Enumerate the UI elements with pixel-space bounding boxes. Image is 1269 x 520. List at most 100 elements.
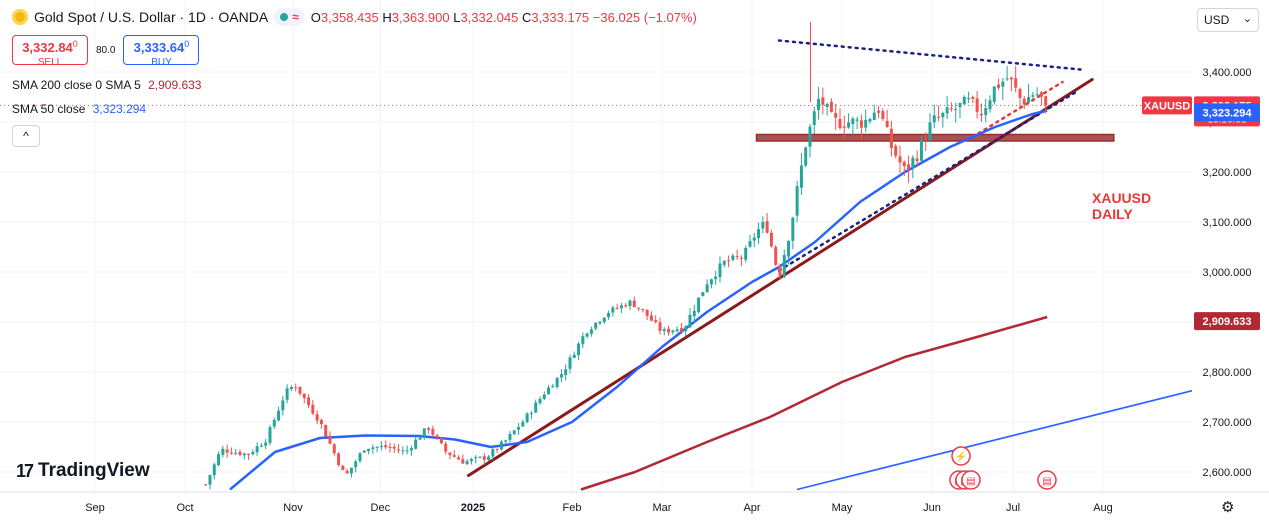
candle-body <box>362 450 366 453</box>
candle-body <box>581 336 585 345</box>
candle-body <box>992 86 996 102</box>
chart-annotation: XAUUSD DAILY <box>1092 190 1151 222</box>
candle-body <box>684 326 688 331</box>
candle-body <box>714 276 718 280</box>
candle-body <box>302 393 306 399</box>
candle-body <box>1044 96 1048 106</box>
candle-body <box>855 119 859 121</box>
candle-body <box>525 413 529 423</box>
candle-body <box>397 449 401 451</box>
collapse-indicators-button[interactable]: ^ <box>12 125 40 147</box>
candle-body <box>1018 88 1022 98</box>
candle-body <box>872 112 876 121</box>
candle-body <box>817 99 821 111</box>
y-tick-label: 2,700.000 <box>1203 417 1252 429</box>
gold-symbol-icon <box>12 9 28 25</box>
candle-body <box>281 400 285 411</box>
candle-body <box>774 247 778 265</box>
candle-body <box>902 161 906 167</box>
lightning-event-icon-glyph: ⚡ <box>955 450 967 463</box>
candle-body <box>251 452 255 455</box>
candle-body <box>731 255 735 260</box>
candle-body <box>285 388 289 400</box>
candle-body <box>607 312 611 318</box>
candle-body <box>834 112 838 118</box>
candle-body <box>739 257 743 259</box>
tradingview-logo[interactable]: 17 TradingView <box>16 460 150 482</box>
candle-body <box>671 330 675 333</box>
candle-body <box>427 428 431 430</box>
candle-body <box>409 448 413 451</box>
candle-body <box>654 320 658 323</box>
indicator-sma-50[interactable]: SMA 50 close 3,323.294 <box>12 102 146 116</box>
buy-price: 3,333.64 <box>133 40 185 55</box>
y-tick-label: 2,800.000 <box>1203 367 1252 379</box>
sma-200-price-badge <box>1194 312 1260 331</box>
support-zone <box>755 133 1115 142</box>
candle-body <box>448 452 452 456</box>
candle-body <box>602 317 606 322</box>
candle-body <box>637 307 641 309</box>
indicator-sma-200-value: 2,909.633 <box>148 78 202 92</box>
candle-body <box>341 465 345 471</box>
candle-body <box>401 450 405 452</box>
chevron-up-icon: ^ <box>23 129 29 143</box>
candle-body <box>1031 95 1035 97</box>
sell-button[interactable]: 3,332.840 SELL <box>12 35 88 68</box>
candle-body <box>941 112 945 118</box>
candle-body <box>778 265 782 276</box>
candle-body <box>568 357 572 369</box>
buy-label: BUY <box>151 57 172 68</box>
candle-body <box>259 445 263 447</box>
sma-50-price-badge-text: 3,323.294 <box>1203 107 1253 119</box>
x-tick-label: Oct <box>176 502 193 514</box>
candle-body <box>521 421 525 427</box>
symbol-title[interactable]: Gold Spot / U.S. Dollar · 1D · OANDA <box>34 9 269 25</box>
candle-body <box>311 404 315 414</box>
chart-header: Gold Spot / U.S. Dollar · 1D · OANDA ≈ O… <box>12 8 697 26</box>
candle-body <box>255 446 259 453</box>
candle-body <box>371 447 375 450</box>
candle-body <box>294 387 298 389</box>
candle-body <box>461 459 465 464</box>
candle-body <box>324 424 328 437</box>
candle-body <box>641 308 645 310</box>
candle-body <box>559 374 563 378</box>
candle-body <box>645 309 649 316</box>
candle-body <box>885 120 889 127</box>
candle-body <box>349 467 353 474</box>
market-status[interactable]: ≈ <box>274 8 305 26</box>
gear-icon[interactable]: ⚙ <box>1221 499 1235 516</box>
candle-body <box>919 140 923 161</box>
candle-body <box>547 387 551 395</box>
candle-body <box>298 386 302 394</box>
us-flag-event-icon-glyph: ▤ <box>1042 476 1051 487</box>
buy-button[interactable]: 3,333.640 BUY <box>123 35 200 68</box>
us-flag-event-icon-glyph: ▤ <box>966 476 975 487</box>
candle-body <box>319 419 323 425</box>
price-axis-bg <box>1192 0 1269 492</box>
candle-body <box>649 315 653 321</box>
candle-body <box>529 412 533 414</box>
ohlc-low-key: L <box>453 9 461 25</box>
time-axis: Sep Oct Nov Dec 2025 Feb Mar Apr May Jun Jul Aug <box>0 491 1269 520</box>
candle-body <box>697 297 701 313</box>
candle-body <box>542 394 546 399</box>
candle-body <box>709 279 713 285</box>
tradingview-mark-icon: 17 <box>16 460 34 481</box>
candle-body <box>431 428 435 435</box>
candle-body <box>439 437 443 444</box>
candle-body <box>692 310 696 317</box>
indicator-sma-200[interactable]: SMA 200 close 0 SMA 5 2,909.633 <box>12 78 201 92</box>
candle-body <box>769 232 773 247</box>
candle-body <box>949 108 953 110</box>
ohlc-open-key: O <box>310 9 321 25</box>
currency-select[interactable]: USD ⌄ <box>1197 8 1259 32</box>
candle-body <box>435 435 439 438</box>
candle-body <box>289 386 293 390</box>
candle-body <box>499 441 503 450</box>
sma-50-path <box>229 109 1048 491</box>
x-tick-label: Jun <box>923 502 941 514</box>
candle-body <box>868 119 872 122</box>
